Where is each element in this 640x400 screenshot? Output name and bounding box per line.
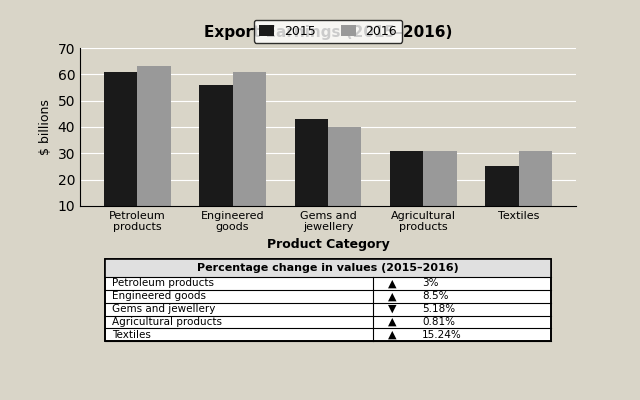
- FancyBboxPatch shape: [105, 259, 551, 341]
- Text: ▲: ▲: [388, 317, 396, 327]
- Title: Export Earnings (2015–2016): Export Earnings (2015–2016): [204, 25, 452, 40]
- Text: ▼: ▼: [388, 304, 396, 314]
- Text: ▲: ▲: [388, 278, 396, 288]
- Text: Petroleum products: Petroleum products: [112, 278, 214, 288]
- Text: ▲: ▲: [388, 291, 396, 301]
- Bar: [424, 151, 457, 232]
- Text: Engineered goods: Engineered goods: [112, 291, 206, 301]
- Text: Agricultural products: Agricultural products: [112, 317, 222, 327]
- Bar: [390, 151, 424, 232]
- Text: ▲: ▲: [388, 330, 396, 340]
- Text: 0.81%: 0.81%: [422, 317, 455, 327]
- Bar: [199, 85, 232, 232]
- Text: 8.5%: 8.5%: [422, 291, 449, 301]
- Legend: 2015, 2016: 2015, 2016: [254, 20, 402, 42]
- Text: Gems and jewellery: Gems and jewellery: [112, 304, 216, 314]
- Bar: [485, 166, 519, 232]
- Bar: [294, 119, 328, 232]
- Bar: [104, 72, 137, 232]
- Bar: [232, 72, 266, 232]
- Text: 3%: 3%: [422, 278, 439, 288]
- Text: 5.18%: 5.18%: [422, 304, 456, 314]
- Bar: [519, 151, 552, 232]
- FancyBboxPatch shape: [105, 259, 551, 277]
- X-axis label: Product Category: Product Category: [267, 238, 389, 251]
- Text: Textiles: Textiles: [112, 330, 151, 340]
- Bar: [328, 127, 362, 232]
- Text: Percentage change in values (2015–2016): Percentage change in values (2015–2016): [197, 263, 459, 273]
- Bar: [137, 66, 171, 232]
- Y-axis label: $ billions: $ billions: [39, 99, 52, 155]
- Text: 15.24%: 15.24%: [422, 330, 462, 340]
